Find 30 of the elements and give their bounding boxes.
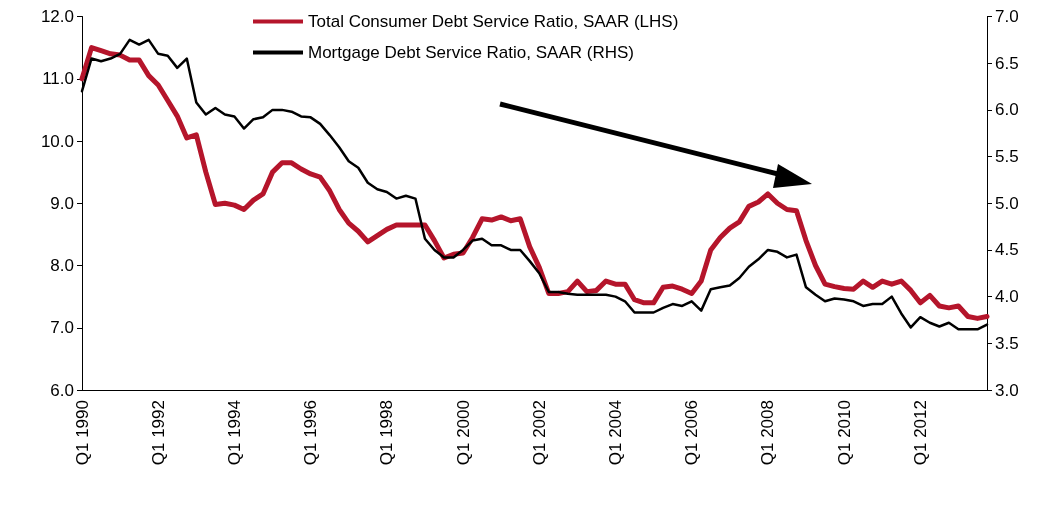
x-tick-label: Q1 2010 [834, 400, 854, 466]
y-tick-label: 9.0 [50, 193, 74, 213]
y-tick-label: 11.0 [42, 69, 74, 89]
x-tick-label: Q1 2002 [529, 400, 549, 466]
y2-tick-label: 7.0 [995, 7, 1019, 26]
x-tick-label: Q1 1994 [224, 400, 244, 466]
y2-tick-label: 6.5 [995, 53, 1019, 73]
x-tick-label: Q1 2008 [758, 400, 778, 466]
legend-label: Mortgage Debt Service Ratio, SAAR (RHS) [308, 43, 634, 62]
y-tick-label: 12.0 [40, 7, 74, 26]
x-tick-label: Q1 1998 [377, 400, 397, 466]
y2-tick-label: 5.0 [995, 193, 1019, 213]
x-tick-label: Q1 1996 [301, 400, 321, 466]
y2-tick-label: 4.5 [995, 240, 1019, 260]
x-tick-label: Q1 2006 [682, 400, 702, 466]
y-tick-label: 7.0 [50, 318, 74, 338]
y-tick-label: 6.0 [50, 380, 74, 400]
y-tick-label: 10.0 [40, 131, 74, 151]
y2-tick-label: 3.5 [995, 333, 1019, 353]
x-tick-label: Q1 1990 [72, 400, 92, 466]
x-tick-label: Q1 2004 [605, 400, 625, 466]
x-tick-label: Q1 1992 [148, 400, 168, 466]
x-tick-label: Q1 2012 [910, 400, 930, 466]
y2-tick-label: 4.0 [995, 287, 1019, 307]
y2-tick-label: 3.0 [995, 380, 1019, 400]
y2-tick-label: 6.0 [995, 100, 1019, 120]
legend-label: Total Consumer Debt Service Ratio, SAAR (LHS) [308, 12, 679, 31]
y-tick-label: 8.0 [50, 256, 74, 275]
y2-tick-label: 5.5 [995, 147, 1019, 167]
x-tick-label: Q1 2000 [453, 400, 473, 466]
